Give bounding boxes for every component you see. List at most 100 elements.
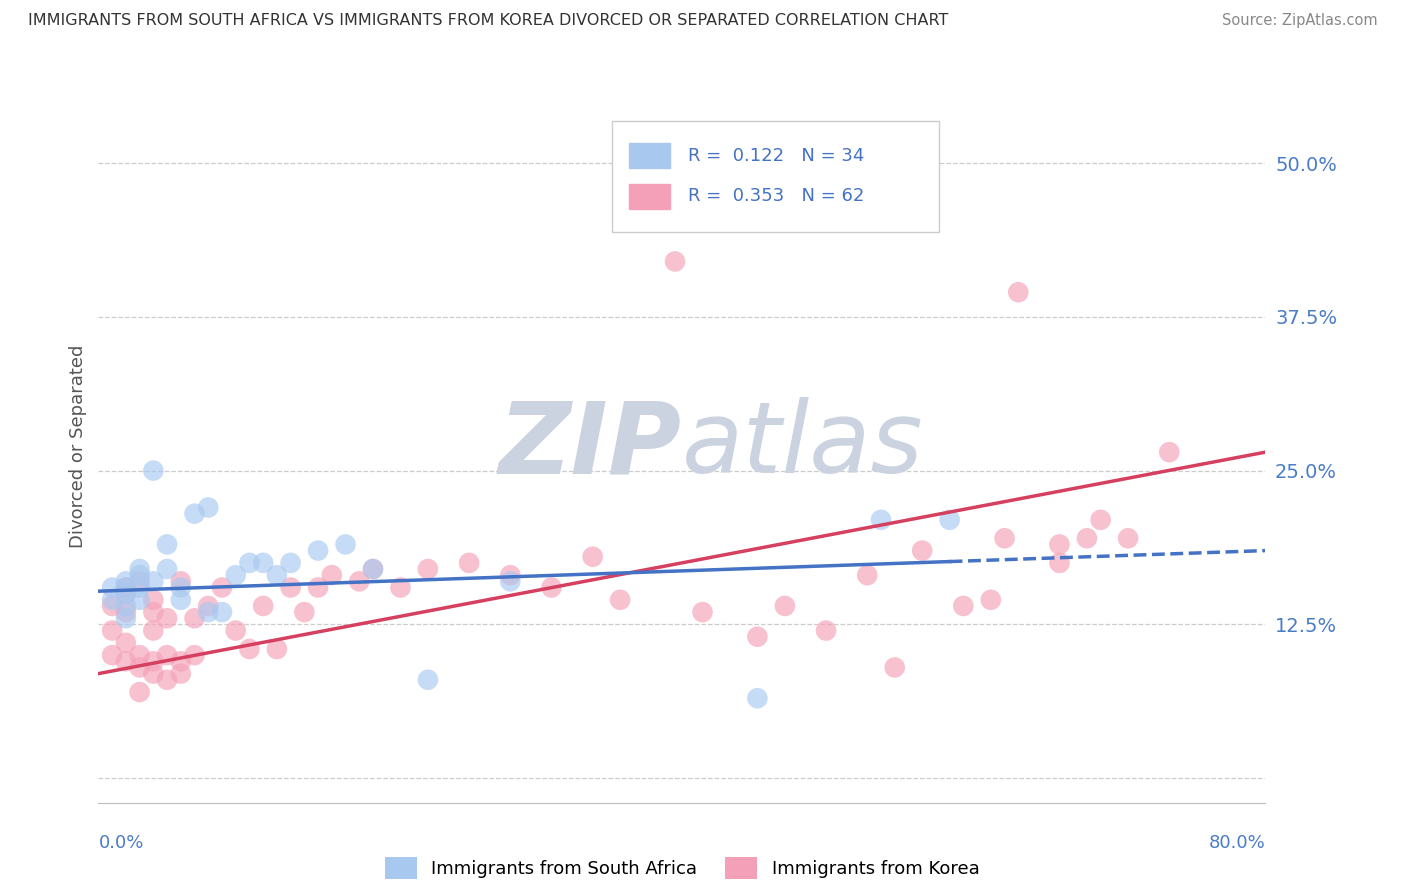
Point	[101, 648, 124, 662]
Point	[156, 611, 179, 625]
Point	[115, 587, 138, 601]
Text: Source: ZipAtlas.com: Source: ZipAtlas.com	[1222, 13, 1378, 29]
Point	[183, 611, 205, 625]
Point	[1090, 513, 1112, 527]
Point	[321, 568, 343, 582]
Point	[416, 562, 439, 576]
Point	[747, 630, 769, 644]
Point	[156, 537, 179, 551]
Point	[582, 549, 605, 564]
Point	[540, 581, 562, 595]
Point	[238, 642, 260, 657]
Point	[115, 574, 138, 589]
Point	[197, 599, 219, 613]
Point	[609, 592, 631, 607]
Point	[115, 654, 138, 668]
Point	[773, 599, 796, 613]
Point	[1116, 531, 1139, 545]
Point	[156, 673, 179, 687]
Text: atlas: atlas	[682, 398, 924, 494]
Point	[142, 592, 165, 607]
Point	[266, 642, 288, 657]
Point	[938, 513, 960, 527]
Point	[170, 666, 193, 681]
Point	[211, 581, 233, 595]
Point	[856, 568, 879, 582]
Point	[128, 592, 150, 607]
Point	[115, 581, 138, 595]
Point	[183, 648, 205, 662]
Point	[252, 556, 274, 570]
Text: 0.0%: 0.0%	[98, 834, 143, 852]
Point	[128, 660, 150, 674]
Point	[307, 581, 329, 595]
Text: ZIP: ZIP	[499, 398, 682, 494]
Point	[361, 562, 384, 576]
Text: R =  0.122   N = 34: R = 0.122 N = 34	[688, 146, 865, 164]
Text: IMMIGRANTS FROM SOUTH AFRICA VS IMMIGRANTS FROM KOREA DIVORCED OR SEPARATED CORR: IMMIGRANTS FROM SOUTH AFRICA VS IMMIGRAN…	[28, 13, 949, 29]
Point	[664, 254, 686, 268]
Point	[911, 543, 934, 558]
Text: R =  0.353   N = 62: R = 0.353 N = 62	[688, 187, 865, 205]
Point	[993, 531, 1015, 545]
Point	[211, 605, 233, 619]
FancyBboxPatch shape	[630, 184, 671, 209]
Point	[115, 636, 138, 650]
Point	[128, 685, 150, 699]
Point	[128, 574, 150, 589]
Point	[142, 654, 165, 668]
FancyBboxPatch shape	[630, 143, 671, 168]
Legend: Immigrants from South Africa, Immigrants from Korea: Immigrants from South Africa, Immigrants…	[377, 850, 987, 887]
Point	[335, 537, 357, 551]
Point	[815, 624, 838, 638]
Point	[747, 691, 769, 706]
Point	[225, 568, 247, 582]
Point	[280, 556, 302, 570]
Point	[128, 562, 150, 576]
Point	[142, 574, 165, 589]
Point	[980, 592, 1002, 607]
Point	[389, 581, 412, 595]
Point	[101, 581, 124, 595]
Point	[870, 513, 893, 527]
Point	[252, 599, 274, 613]
Point	[1049, 556, 1071, 570]
Point	[128, 568, 150, 582]
Point	[883, 660, 905, 674]
Point	[238, 556, 260, 570]
Point	[458, 556, 481, 570]
Point	[128, 581, 150, 595]
Point	[170, 654, 193, 668]
Point	[692, 605, 714, 619]
Point	[101, 599, 124, 613]
Point	[128, 648, 150, 662]
Point	[197, 605, 219, 619]
Point	[1007, 285, 1029, 300]
Point	[115, 587, 138, 601]
Y-axis label: Divorced or Separated: Divorced or Separated	[69, 344, 87, 548]
FancyBboxPatch shape	[612, 121, 939, 232]
Point	[115, 599, 138, 613]
Point	[292, 605, 315, 619]
Point	[142, 605, 165, 619]
Point	[952, 599, 974, 613]
Point	[115, 605, 138, 619]
Point	[142, 666, 165, 681]
Point	[349, 574, 371, 589]
Point	[115, 581, 138, 595]
Point	[115, 611, 138, 625]
Point	[101, 592, 124, 607]
Point	[499, 568, 522, 582]
Point	[156, 648, 179, 662]
Point	[170, 581, 193, 595]
Point	[225, 624, 247, 638]
Point	[142, 624, 165, 638]
Point	[1076, 531, 1098, 545]
Point	[280, 581, 302, 595]
Point	[416, 673, 439, 687]
Point	[170, 574, 193, 589]
Text: 80.0%: 80.0%	[1209, 834, 1265, 852]
Point	[101, 624, 124, 638]
Point	[361, 562, 384, 576]
Point	[1049, 537, 1071, 551]
